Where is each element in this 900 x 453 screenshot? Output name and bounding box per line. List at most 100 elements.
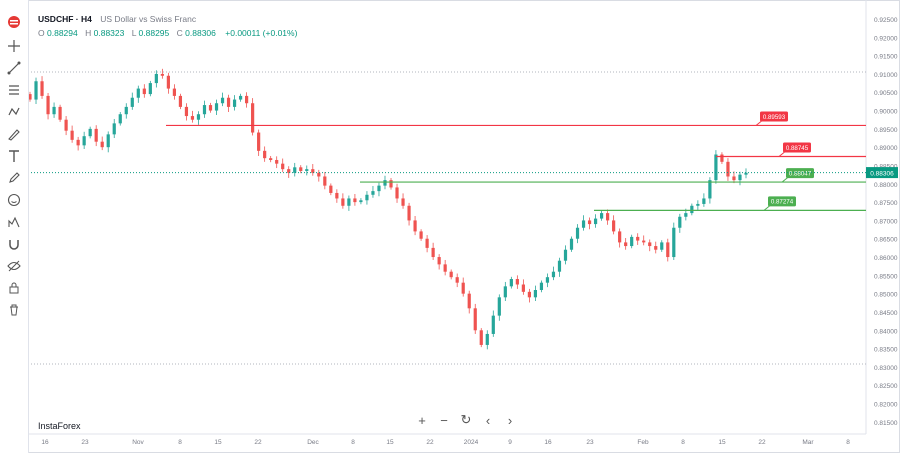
eye-icon[interactable] xyxy=(6,258,22,274)
fib-icon[interactable] xyxy=(6,82,22,98)
candle-body xyxy=(251,103,255,133)
candle-body xyxy=(419,231,423,239)
magnet-icon[interactable] xyxy=(6,236,22,252)
candle-body xyxy=(172,88,177,96)
crosshair-icon[interactable] xyxy=(6,38,22,54)
x-tick-label: 2024 xyxy=(464,439,479,446)
zoom-in-button[interactable]: + xyxy=(418,412,426,428)
candle-body xyxy=(365,194,369,201)
level-tag-text: 0.89593 xyxy=(763,114,786,121)
candle-body xyxy=(720,154,724,162)
x-tick-label: Feb xyxy=(637,439,649,446)
candle-body xyxy=(136,88,140,98)
high-label: H xyxy=(85,28,92,38)
y-tick-label: 0.81500 xyxy=(874,420,898,427)
candle-body xyxy=(624,242,628,247)
candle-body xyxy=(317,172,321,177)
pattern-icon[interactable] xyxy=(6,104,22,120)
trash-icon[interactable] xyxy=(6,302,22,318)
candle-body xyxy=(425,238,429,248)
candle-body xyxy=(696,203,700,206)
candle-body xyxy=(636,236,640,241)
close-label: C xyxy=(176,28,183,38)
candle-body xyxy=(383,180,387,186)
pencil-icon[interactable] xyxy=(6,170,22,186)
candle-body xyxy=(58,106,62,120)
candle-body xyxy=(461,282,465,294)
y-tick-label: 0.84500 xyxy=(874,310,898,317)
candle-body xyxy=(473,308,477,331)
level-tag-text: 0.87274 xyxy=(771,199,794,206)
x-tick-label: 8 xyxy=(846,439,850,446)
candle-body xyxy=(431,247,435,258)
candle-body xyxy=(371,191,375,195)
open-value: 0.88294 xyxy=(47,28,78,38)
flag-icon[interactable] xyxy=(6,14,22,30)
candle-body xyxy=(88,128,92,137)
candle-body xyxy=(160,73,164,76)
brush-icon[interactable] xyxy=(6,126,22,142)
zoom-out-button[interactable]: − xyxy=(440,412,448,428)
symbol-label[interactable]: USDCHF · H4 xyxy=(38,14,92,24)
candle-body xyxy=(196,114,201,120)
x-tick-label: 15 xyxy=(718,439,726,446)
y-tick-label: 0.92500 xyxy=(874,17,898,24)
candle-body xyxy=(672,227,676,258)
candle-body xyxy=(509,279,513,287)
x-tick-label: Nov xyxy=(132,439,144,446)
x-tick-label: 9 xyxy=(508,439,512,446)
brand-logo: InstaForex xyxy=(38,421,81,431)
scroll-back-button[interactable]: ‹ xyxy=(485,412,491,428)
x-tick-label: 15 xyxy=(386,439,394,446)
candle-body xyxy=(208,105,213,111)
candle-body xyxy=(515,279,519,285)
candle-body xyxy=(630,236,634,247)
y-tick-label: 0.91000 xyxy=(874,72,898,79)
candle-body xyxy=(287,169,291,173)
candle-body xyxy=(503,286,507,298)
y-tick-label: 0.89000 xyxy=(874,145,898,152)
candle-body xyxy=(245,95,249,104)
x-tick-label: Dec xyxy=(307,439,319,446)
level-tag-text: 0.88745 xyxy=(786,145,809,152)
candle-body xyxy=(202,105,207,115)
candle-body xyxy=(581,220,586,228)
lock-icon[interactable] xyxy=(6,280,22,296)
candle-body xyxy=(533,290,538,298)
candle-body xyxy=(148,83,152,95)
y-tick-label: 0.88000 xyxy=(874,182,898,189)
measure-icon[interactable] xyxy=(6,214,22,230)
x-tick-label: 8 xyxy=(351,439,355,446)
candle-body xyxy=(732,176,736,181)
candle-body xyxy=(178,95,183,107)
reset-button[interactable]: ↻ xyxy=(460,412,472,427)
x-tick-label: 15 xyxy=(214,439,222,446)
candle-body xyxy=(275,159,279,164)
candle-body xyxy=(491,315,495,334)
candle-body xyxy=(269,158,273,160)
candle-body xyxy=(347,198,351,206)
trend-line-icon[interactable] xyxy=(6,60,22,76)
emoji-icon[interactable] xyxy=(6,192,22,208)
candle-body xyxy=(690,205,694,214)
level-tag xyxy=(783,142,811,153)
candle-body xyxy=(232,99,237,107)
candle-body xyxy=(660,242,664,250)
candle-body xyxy=(100,141,104,148)
low-label: L xyxy=(131,28,137,38)
chart-legend: USDCHF · H4 US Dollar vs Swiss Franc O 0… xyxy=(38,12,297,40)
text-icon[interactable] xyxy=(6,148,22,164)
scroll-forward-button[interactable]: › xyxy=(507,412,513,428)
candle-body xyxy=(443,264,447,272)
candle-body xyxy=(40,81,44,96)
y-tick-label: 0.82500 xyxy=(874,383,898,390)
candle-body xyxy=(654,246,658,250)
candle-body xyxy=(106,134,110,148)
candle-body xyxy=(449,271,453,278)
candle-body xyxy=(184,106,189,117)
candle-body xyxy=(257,132,261,151)
x-tick-label: 23 xyxy=(81,439,89,446)
candle-body xyxy=(76,139,80,146)
candle-body xyxy=(708,180,712,199)
